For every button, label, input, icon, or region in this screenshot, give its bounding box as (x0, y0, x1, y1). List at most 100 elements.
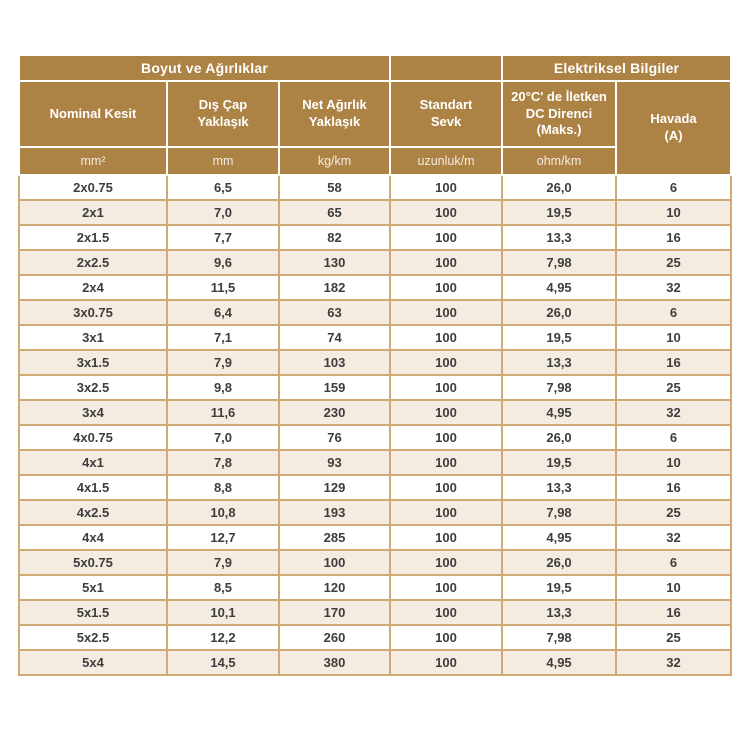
table-cell: 100 (391, 426, 504, 451)
table-cell: 12,2 (168, 626, 280, 651)
table-row: 3x2.5 9,8 159 100 7,98 25 (18, 376, 733, 401)
table-cell: 5x2.5 (18, 626, 168, 651)
table-cell: 4,95 (503, 276, 618, 301)
table-cell: 100 (391, 451, 504, 476)
table-cell: 8,5 (168, 576, 280, 601)
table-cell: 100 (391, 326, 504, 351)
table-row: 5x4 14,5 380 100 4,95 32 (18, 651, 733, 676)
table-cell: 100 (391, 251, 504, 276)
table-cell: 9,6 (168, 251, 280, 276)
table-cell: 9,8 (168, 376, 280, 401)
table-cell: 25 (617, 626, 733, 651)
table-cell: 19,5 (503, 201, 618, 226)
table-cell: 3x1.5 (18, 351, 168, 376)
unit-standart-sevk: uzunluk/m (391, 148, 504, 176)
table-cell: 4,95 (503, 651, 618, 676)
table-cell: 100 (391, 601, 504, 626)
table-body: 2x0.75 6,5 58 100 26,0 6 2x1 7,0 65 100 19,5 10 2x1.… (18, 176, 733, 676)
table-cell: 4x2.5 (18, 501, 168, 526)
unit-net-agirlik: kg/km (280, 148, 392, 176)
table-cell: 6,4 (168, 301, 280, 326)
table-cell: 100 (391, 301, 504, 326)
table-cell: 65 (280, 201, 392, 226)
table-cell: 25 (617, 376, 733, 401)
group-header-row: Boyut ve Ağırlıklar Elektriksel Bilgiler (18, 54, 733, 82)
table-cell: 26,0 (503, 551, 618, 576)
table-row: 5x2.5 12,2 260 100 7,98 25 (18, 626, 733, 651)
table-cell: 16 (617, 476, 733, 501)
table-cell: 7,0 (168, 426, 280, 451)
table-cell: 193 (280, 501, 392, 526)
table-row: 4x4 12,7 285 100 4,95 32 (18, 526, 733, 551)
table-cell: 25 (617, 251, 733, 276)
table-cell: 2x4 (18, 276, 168, 301)
table-cell: 4,95 (503, 526, 618, 551)
group-header-empty (391, 54, 504, 82)
table-row: 2x1.5 7,7 82 100 13,3 16 (18, 226, 733, 251)
table-cell: 2x0.75 (18, 176, 168, 201)
unit-row: mm² mm kg/km uzunluk/m ohm/km (18, 148, 732, 176)
table-cell: 7,7 (168, 226, 280, 251)
table-cell: 100 (391, 576, 504, 601)
table-cell: 100 (280, 551, 392, 576)
table-row: 3x4 11,6 230 100 4,95 32 (18, 401, 733, 426)
table-cell: 26,0 (503, 176, 618, 201)
table-cell: 4x4 (18, 526, 168, 551)
col-header-havada: Havada (A) (617, 82, 733, 176)
table-cell: 8,8 (168, 476, 280, 501)
table-cell: 7,98 (503, 376, 618, 401)
table-row: 2x1 7,0 65 100 19,5 10 (18, 201, 733, 226)
table-cell: 103 (280, 351, 392, 376)
table-row: 4x2.5 10,8 193 100 7,98 25 (18, 501, 733, 526)
table-cell: 5x1 (18, 576, 168, 601)
table-cell: 14,5 (168, 651, 280, 676)
table-cell: 16 (617, 226, 733, 251)
table-cell: 11,5 (168, 276, 280, 301)
table-cell: 10 (617, 576, 733, 601)
col-header-nominal-kesit: Nominal Kesit (18, 82, 168, 148)
table-cell: 93 (280, 451, 392, 476)
col-header-standart-sevk: Standart Sevk (391, 82, 504, 148)
table-cell: 32 (617, 526, 733, 551)
table-row: 4x1.5 8,8 129 100 13,3 16 (18, 476, 733, 501)
table-cell: 4,95 (503, 401, 618, 426)
table-cell: 26,0 (503, 301, 618, 326)
unit-nominal-kesit: mm² (18, 148, 168, 176)
group-header-dimensions-weights: Boyut ve Ağırlıklar (18, 54, 392, 82)
table-cell: 7,9 (168, 351, 280, 376)
table-cell: 2x1.5 (18, 226, 168, 251)
table-cell: 32 (617, 401, 733, 426)
table-cell: 6 (617, 301, 733, 326)
table-cell: 159 (280, 376, 392, 401)
table-cell: 16 (617, 351, 733, 376)
table-row: 5x1.5 10,1 170 100 13,3 16 (18, 601, 733, 626)
table-cell: 182 (280, 276, 392, 301)
table-cell: 100 (391, 351, 504, 376)
table-cell: 7,98 (503, 626, 618, 651)
table-cell: 13,3 (503, 476, 618, 501)
table-row: 2x0.75 6,5 58 100 26,0 6 (18, 176, 733, 201)
table-cell: 129 (280, 476, 392, 501)
table-cell: 100 (391, 176, 504, 201)
table-cell: 25 (617, 501, 733, 526)
table-cell: 16 (617, 601, 733, 626)
table-cell: 100 (391, 651, 504, 676)
table-cell: 7,98 (503, 501, 618, 526)
table-cell: 7,98 (503, 251, 618, 276)
table-cell: 13,3 (503, 226, 618, 251)
table-cell: 260 (280, 626, 392, 651)
table-cell: 74 (280, 326, 392, 351)
table-row: 2x2.5 9,6 130 100 7,98 25 (18, 251, 733, 276)
table-cell: 100 (391, 526, 504, 551)
table-cell: 3x4 (18, 401, 168, 426)
table-cell: 4x0.75 (18, 426, 168, 451)
table-cell: 10 (617, 201, 733, 226)
table-row: 3x1 7,1 74 100 19,5 10 (18, 326, 733, 351)
table-cell: 3x1 (18, 326, 168, 351)
table-row: 5x1 8,5 120 100 19,5 10 (18, 576, 733, 601)
table-cell: 100 (391, 476, 504, 501)
table-cell: 2x1 (18, 201, 168, 226)
table-cell: 100 (391, 276, 504, 301)
unit-dc-direnci: ohm/km (503, 148, 618, 176)
